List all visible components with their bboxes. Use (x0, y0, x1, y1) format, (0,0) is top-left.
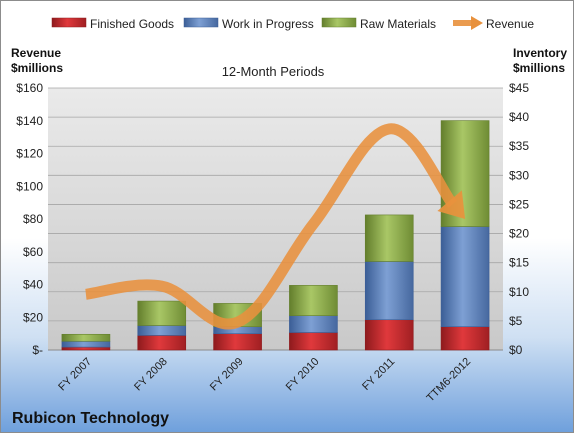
category-label: FY 2010 (284, 356, 322, 394)
legend-label-revenue: Revenue (486, 17, 534, 31)
left-tick-label: $160 (16, 81, 43, 95)
left-tick-label: $100 (16, 179, 43, 193)
right-tick-label: $25 (509, 197, 529, 211)
bar-work-in-progress (61, 340, 111, 348)
legend-swatch-raw-materials (321, 17, 357, 28)
revenue-line (85, 123, 458, 330)
left-tick-label: $120 (16, 147, 43, 161)
right-tick-label: $5 (509, 314, 523, 328)
category-label: FY 2008 (132, 356, 170, 394)
category-label: TTM6-2012 (425, 356, 474, 405)
right-tick-label: $40 (509, 110, 529, 124)
company-name: Rubicon Technology (12, 410, 169, 427)
bar-raw-materials (137, 300, 187, 326)
bar-work-in-progress (137, 325, 187, 336)
left-tick-label: $60 (23, 245, 43, 259)
right-axis-title-line1: Inventory (513, 46, 567, 60)
legend: Finished Goods Work in Progress Raw Mate… (51, 16, 534, 31)
bar-work-in-progress (289, 315, 338, 333)
bar-finished-goods (364, 319, 414, 351)
legend-swatch-work-in-progress (183, 17, 219, 28)
right-tick-label: $0 (509, 343, 523, 357)
category-label: FY 2011 (360, 356, 397, 393)
legend-swatch-finished-goods (51, 17, 87, 28)
bar-finished-goods (61, 346, 111, 351)
category-label: FY 2009 (208, 356, 246, 394)
right-tick-label: $45 (509, 81, 529, 95)
left-tick-label: $- (32, 343, 43, 357)
bar-raw-materials (289, 285, 338, 316)
left-tick-label: $80 (23, 212, 43, 226)
legend-arrowhead-revenue (471, 16, 483, 30)
bar-raw-materials (61, 333, 111, 342)
left-axis-title-line1: Revenue (11, 46, 61, 60)
left-tick-label: $140 (16, 114, 43, 128)
bar-finished-goods (440, 326, 490, 351)
right-tick-label: $10 (509, 285, 529, 299)
right-tick-label: $35 (509, 139, 529, 153)
legend-label-finished-goods: Finished Goods (90, 17, 174, 31)
left-tick-label: $40 (23, 278, 43, 292)
bar-work-in-progress (364, 261, 414, 321)
right-tick-label: $20 (509, 227, 529, 241)
category-label: FY 2007 (56, 356, 94, 394)
left-axis-title-line2: $millions (11, 61, 63, 75)
chart-title: 12-Month Periods (222, 64, 325, 79)
bar-finished-goods (213, 333, 262, 351)
right-tick-label: $30 (509, 168, 529, 182)
legend-label-work-in-progress: Work in Progress (222, 17, 314, 31)
right-tick-label: $15 (509, 256, 529, 270)
bar-finished-goods (289, 332, 338, 351)
bar-work-in-progress (440, 226, 490, 328)
bar-finished-goods (137, 335, 187, 351)
revenue-arrowhead (437, 190, 466, 219)
right-axis-title-line2: $millions (513, 61, 565, 75)
legend-label-raw-materials: Raw Materials (360, 17, 436, 31)
left-tick-label: $20 (23, 310, 43, 324)
bar-raw-materials (364, 214, 414, 262)
plot-area (48, 88, 503, 350)
